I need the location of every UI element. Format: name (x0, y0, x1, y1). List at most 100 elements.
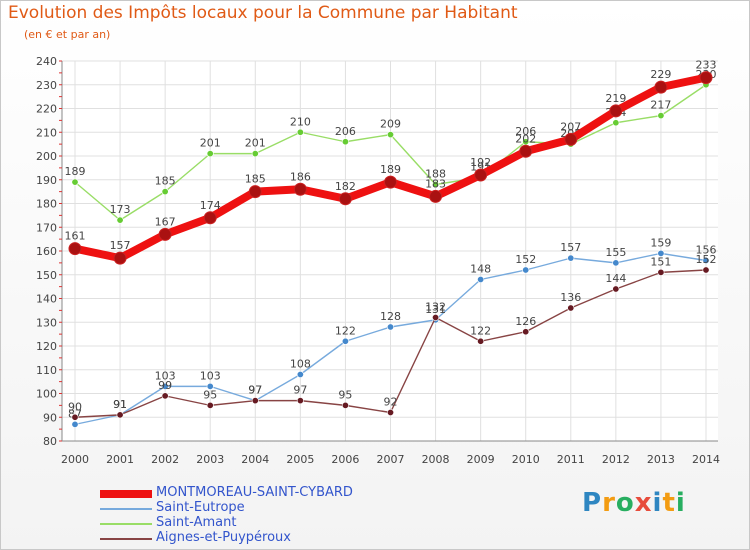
data-label: 151 (650, 255, 671, 268)
data-label: 92 (384, 396, 398, 409)
data-label: 157 (110, 239, 131, 252)
x-tick-label: 2003 (196, 453, 224, 466)
chart-subtitle: (en € et par an) (24, 28, 111, 41)
data-point (338, 192, 352, 206)
data-point (567, 304, 575, 312)
data-label: 103 (200, 369, 221, 382)
y-tick-label: 140 (36, 293, 57, 306)
data-point (429, 189, 443, 203)
data-label: 201 (200, 137, 221, 150)
data-label: 189 (65, 165, 86, 178)
x-tick-label: 2004 (241, 453, 269, 466)
data-point (477, 337, 485, 345)
data-point (71, 413, 79, 421)
x-tick-label: 2005 (286, 453, 314, 466)
data-point (251, 150, 259, 158)
y-tick-label: 210 (36, 126, 57, 139)
x-tick-label: 2010 (512, 453, 540, 466)
legend-swatch (100, 523, 152, 525)
data-point (519, 144, 533, 158)
chart-title: Evolution des Impôts locaux pour la Comm… (8, 3, 518, 23)
data-point (158, 227, 172, 241)
data-label: 161 (65, 230, 86, 243)
data-label: 207 (560, 120, 581, 133)
data-label: 103 (155, 369, 176, 382)
y-tick-label: 160 (36, 245, 57, 258)
data-label: 152 (515, 253, 536, 266)
data-point (609, 104, 623, 118)
x-tick-label: 2007 (377, 453, 405, 466)
x-tick-label: 2009 (467, 453, 495, 466)
data-point (161, 188, 169, 196)
data-label: 122 (335, 324, 356, 337)
x-tick-label: 2000 (61, 453, 89, 466)
data-label: 167 (155, 215, 176, 228)
data-point (564, 132, 578, 146)
data-label: 182 (335, 180, 356, 193)
data-label: 131 (425, 303, 446, 316)
data-point (296, 397, 304, 405)
data-label: 157 (560, 241, 581, 254)
proxiti-logo: Proxiti (582, 488, 686, 518)
data-label: 97 (293, 384, 307, 397)
data-label: 159 (650, 236, 671, 249)
data-point (251, 397, 259, 405)
y-tick-label: 240 (36, 55, 57, 68)
logo-letter: r (602, 488, 616, 518)
y-tick-label: 220 (36, 103, 57, 116)
x-tick-label: 2006 (331, 453, 359, 466)
x-tick-label: 2001 (106, 453, 134, 466)
data-point (612, 119, 620, 127)
logo-letter: P (582, 488, 603, 518)
legend-label: Aignes-et-Puypéroux (156, 530, 291, 545)
y-tick-label: 170 (36, 221, 57, 234)
legend-label: Saint-Amant (156, 515, 237, 530)
data-label: 219 (605, 92, 626, 105)
data-point (386, 408, 394, 416)
data-point (116, 216, 124, 224)
x-tick-label: 2008 (422, 453, 450, 466)
data-point (293, 182, 307, 196)
data-point (206, 150, 214, 158)
data-label: 185 (155, 175, 176, 188)
logo-letter: i (675, 488, 686, 518)
data-label: 95 (203, 388, 217, 401)
logo-letter: i (652, 488, 663, 518)
y-tick-label: 190 (36, 174, 57, 187)
data-label: 152 (696, 253, 717, 266)
data-point (68, 242, 82, 256)
data-label: 95 (338, 388, 352, 401)
data-point (386, 323, 394, 331)
data-point (341, 337, 349, 345)
data-label: 91 (113, 398, 127, 411)
data-label: 186 (290, 170, 311, 183)
data-point (206, 401, 214, 409)
x-tick-label: 2013 (647, 453, 675, 466)
data-label: 192 (470, 156, 491, 169)
data-label: 188 (425, 168, 446, 181)
data-point (296, 370, 304, 378)
data-label: 128 (380, 310, 401, 323)
data-label: 97 (248, 384, 262, 397)
y-tick-label: 120 (36, 340, 57, 353)
data-point (203, 211, 217, 225)
data-label: 210 (290, 115, 311, 128)
y-tick-label: 130 (36, 316, 57, 329)
data-label: 148 (470, 263, 491, 276)
legend-swatch (100, 490, 152, 498)
x-tick-label: 2002 (151, 453, 179, 466)
data-label: 202 (515, 132, 536, 145)
legend-swatch (100, 538, 152, 540)
data-point (657, 249, 665, 257)
data-point (71, 178, 79, 186)
data-label: 156 (696, 244, 717, 257)
data-point (161, 392, 169, 400)
y-tick-label: 180 (36, 198, 57, 211)
data-label: 206 (335, 125, 356, 138)
data-point (612, 259, 620, 267)
data-label: 233 (696, 59, 717, 72)
y-tick-label: 230 (36, 79, 57, 92)
data-point (206, 382, 214, 390)
data-label: 201 (245, 137, 266, 150)
